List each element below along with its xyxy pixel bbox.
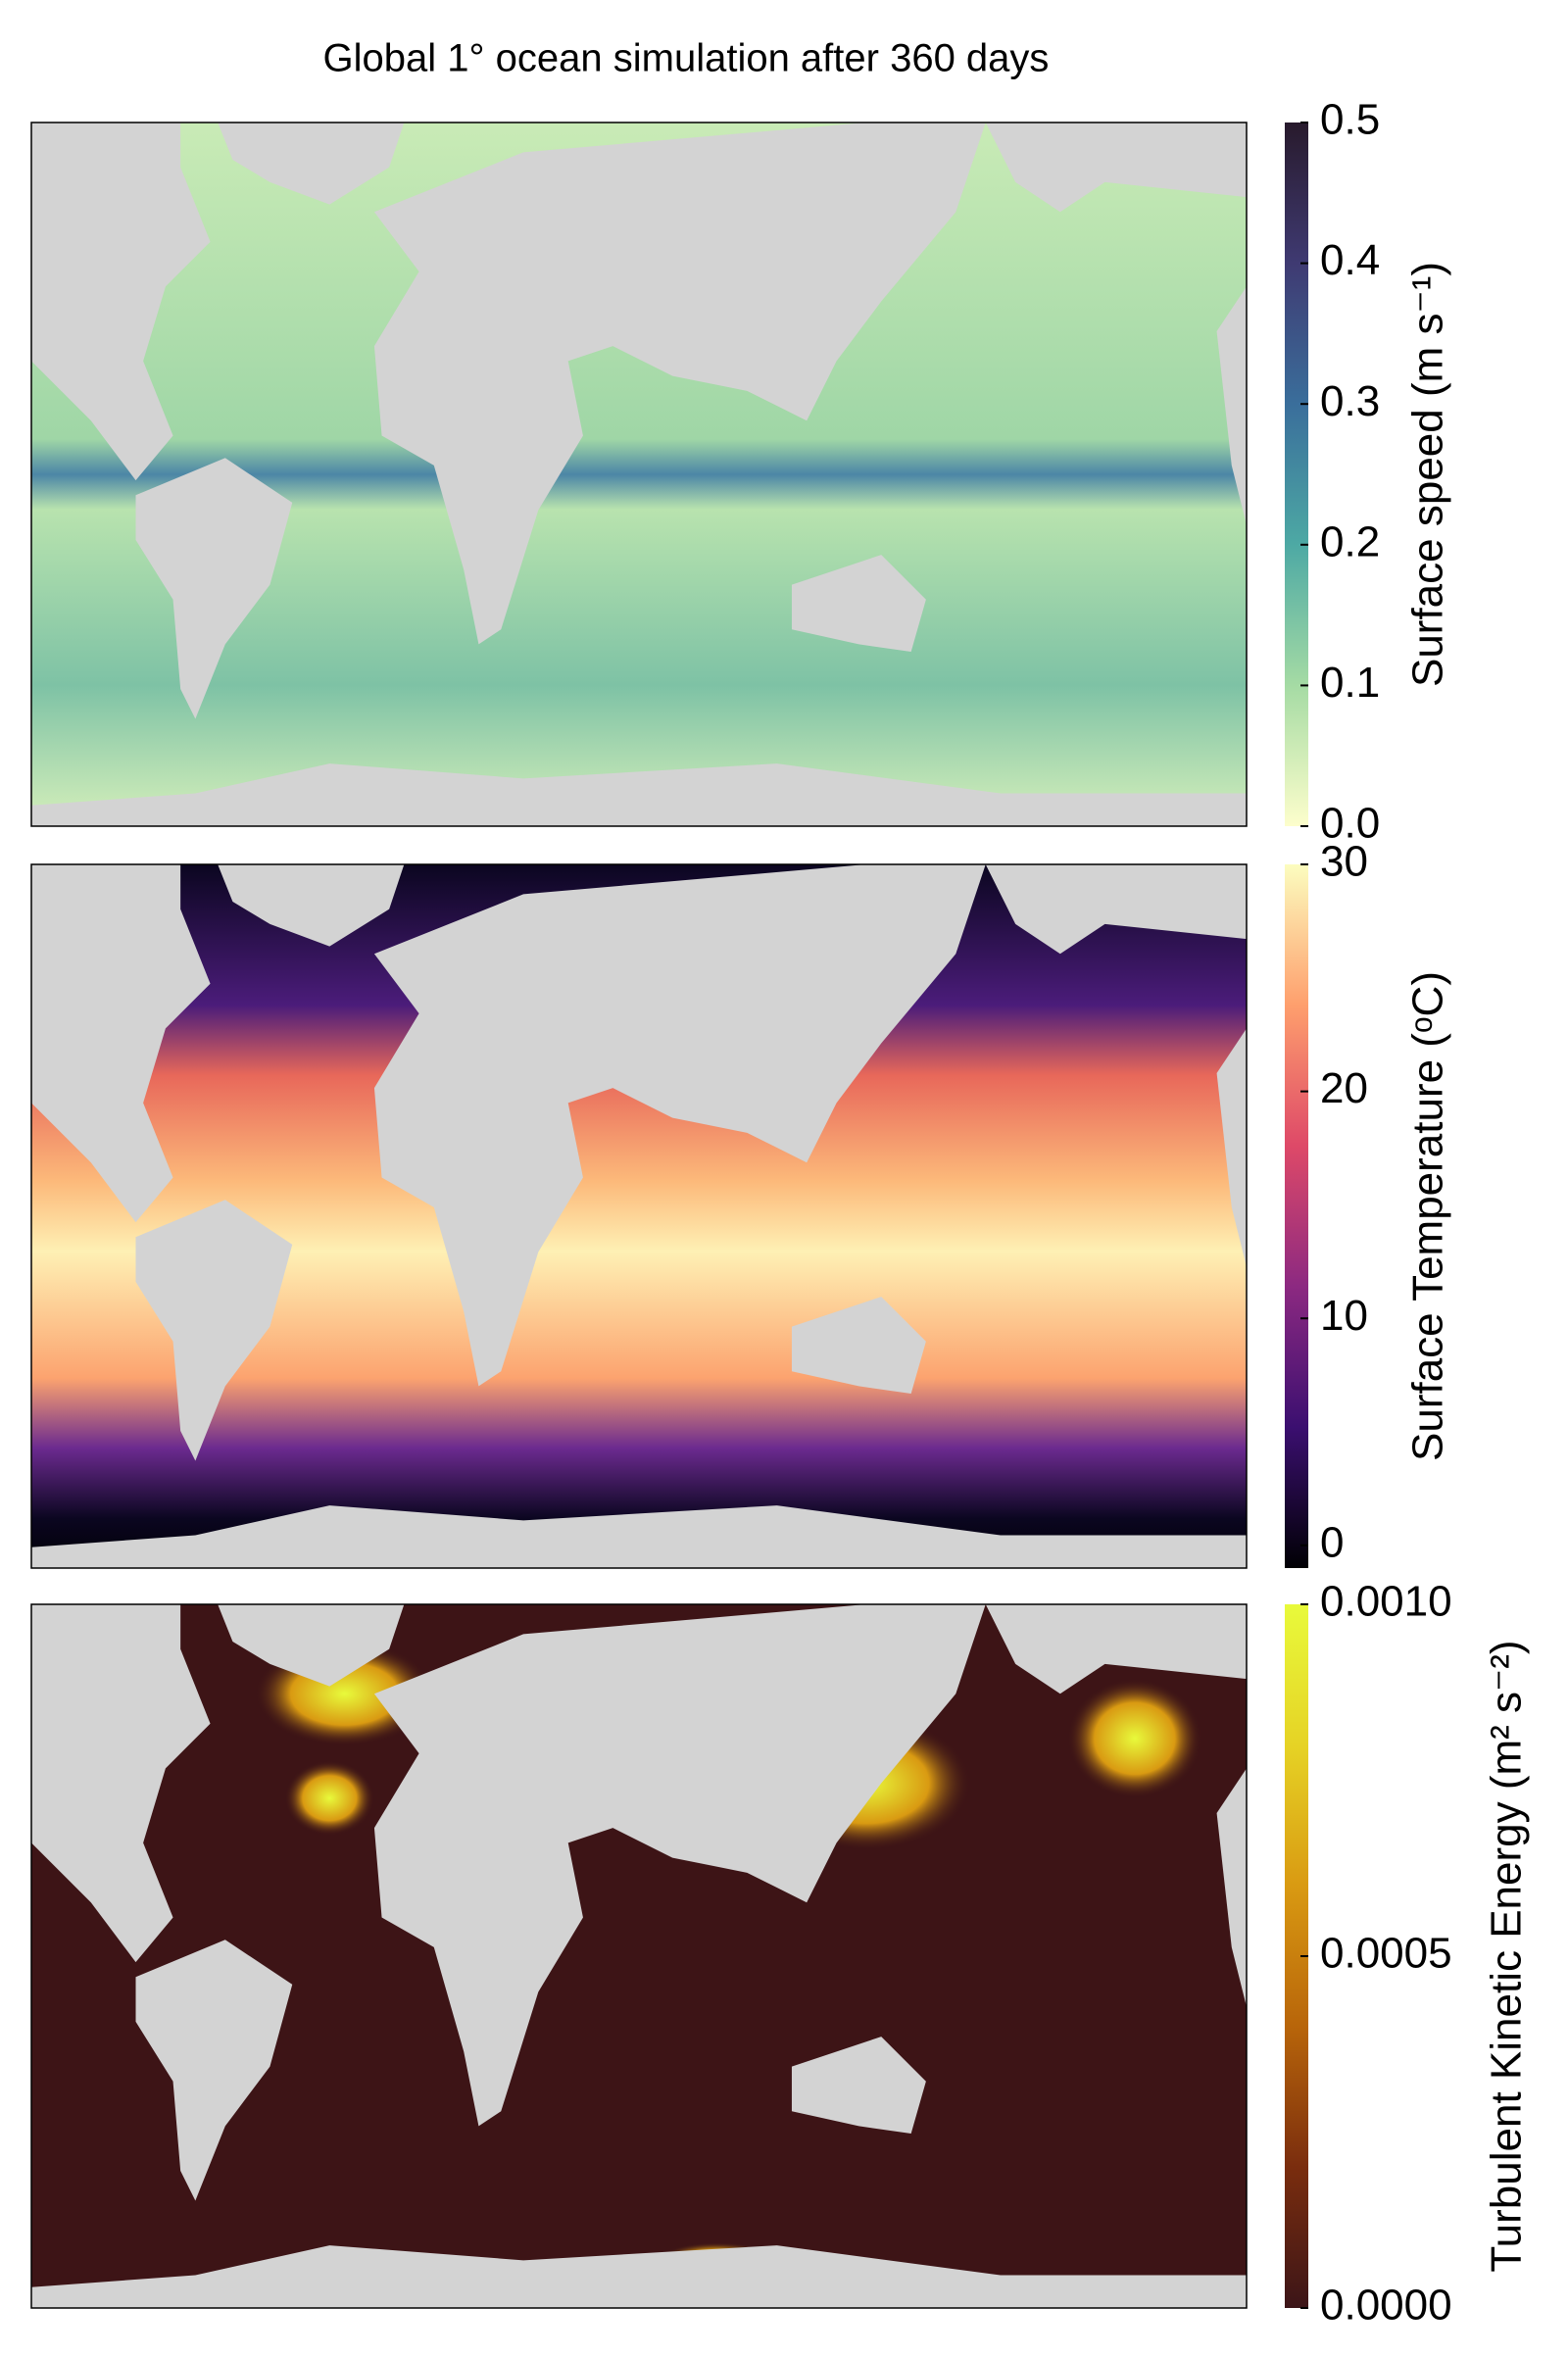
colorbar-tick-label: 20 <box>1320 1064 1368 1112</box>
map-field <box>31 864 1247 1568</box>
colorbar-label: Turbulent Kinetic Energy (m² s⁻²) <box>1483 1640 1531 2272</box>
map-field <box>31 123 1247 826</box>
colorbar-tick-label: 0 <box>1320 1518 1344 1566</box>
colorbar-tick-label: 10 <box>1320 1292 1368 1340</box>
colorbar <box>1285 864 1308 1568</box>
figure-title: Global 1° ocean simulation after 360 day… <box>323 37 1050 80</box>
panel-frame <box>30 863 1248 1569</box>
tke-hotspot <box>1067 1679 1202 1798</box>
colorbar-tick-label: 0.3 <box>1320 377 1380 425</box>
colorbar-label: Surface Temperature (ᵒC) <box>1404 971 1452 1461</box>
colorbar-tick-label: 0.0000 <box>1320 2282 1452 2330</box>
colorbar <box>1285 123 1308 826</box>
colorbar-tick-label: 0.0005 <box>1320 1930 1452 1978</box>
tke-hotspot <box>284 1760 374 1836</box>
colorbar-tick-label: 0.4 <box>1320 236 1380 284</box>
panel-frame <box>30 122 1248 827</box>
colorbar-tick-label: 30 <box>1320 838 1368 886</box>
panel-frame <box>30 1603 1248 2309</box>
colorbar-tick-label: 0.0 <box>1320 800 1380 848</box>
map-field <box>31 1604 1247 2308</box>
colorbar-label: Surface speed (m s⁻¹) <box>1404 262 1452 687</box>
colorbar-tick-label: 0.2 <box>1320 517 1380 565</box>
colorbar-tick-label: 0.1 <box>1320 659 1380 707</box>
colorbar-tick-label: 0.0010 <box>1320 1578 1452 1626</box>
colorbar-tick-label: 0.5 <box>1320 96 1380 144</box>
